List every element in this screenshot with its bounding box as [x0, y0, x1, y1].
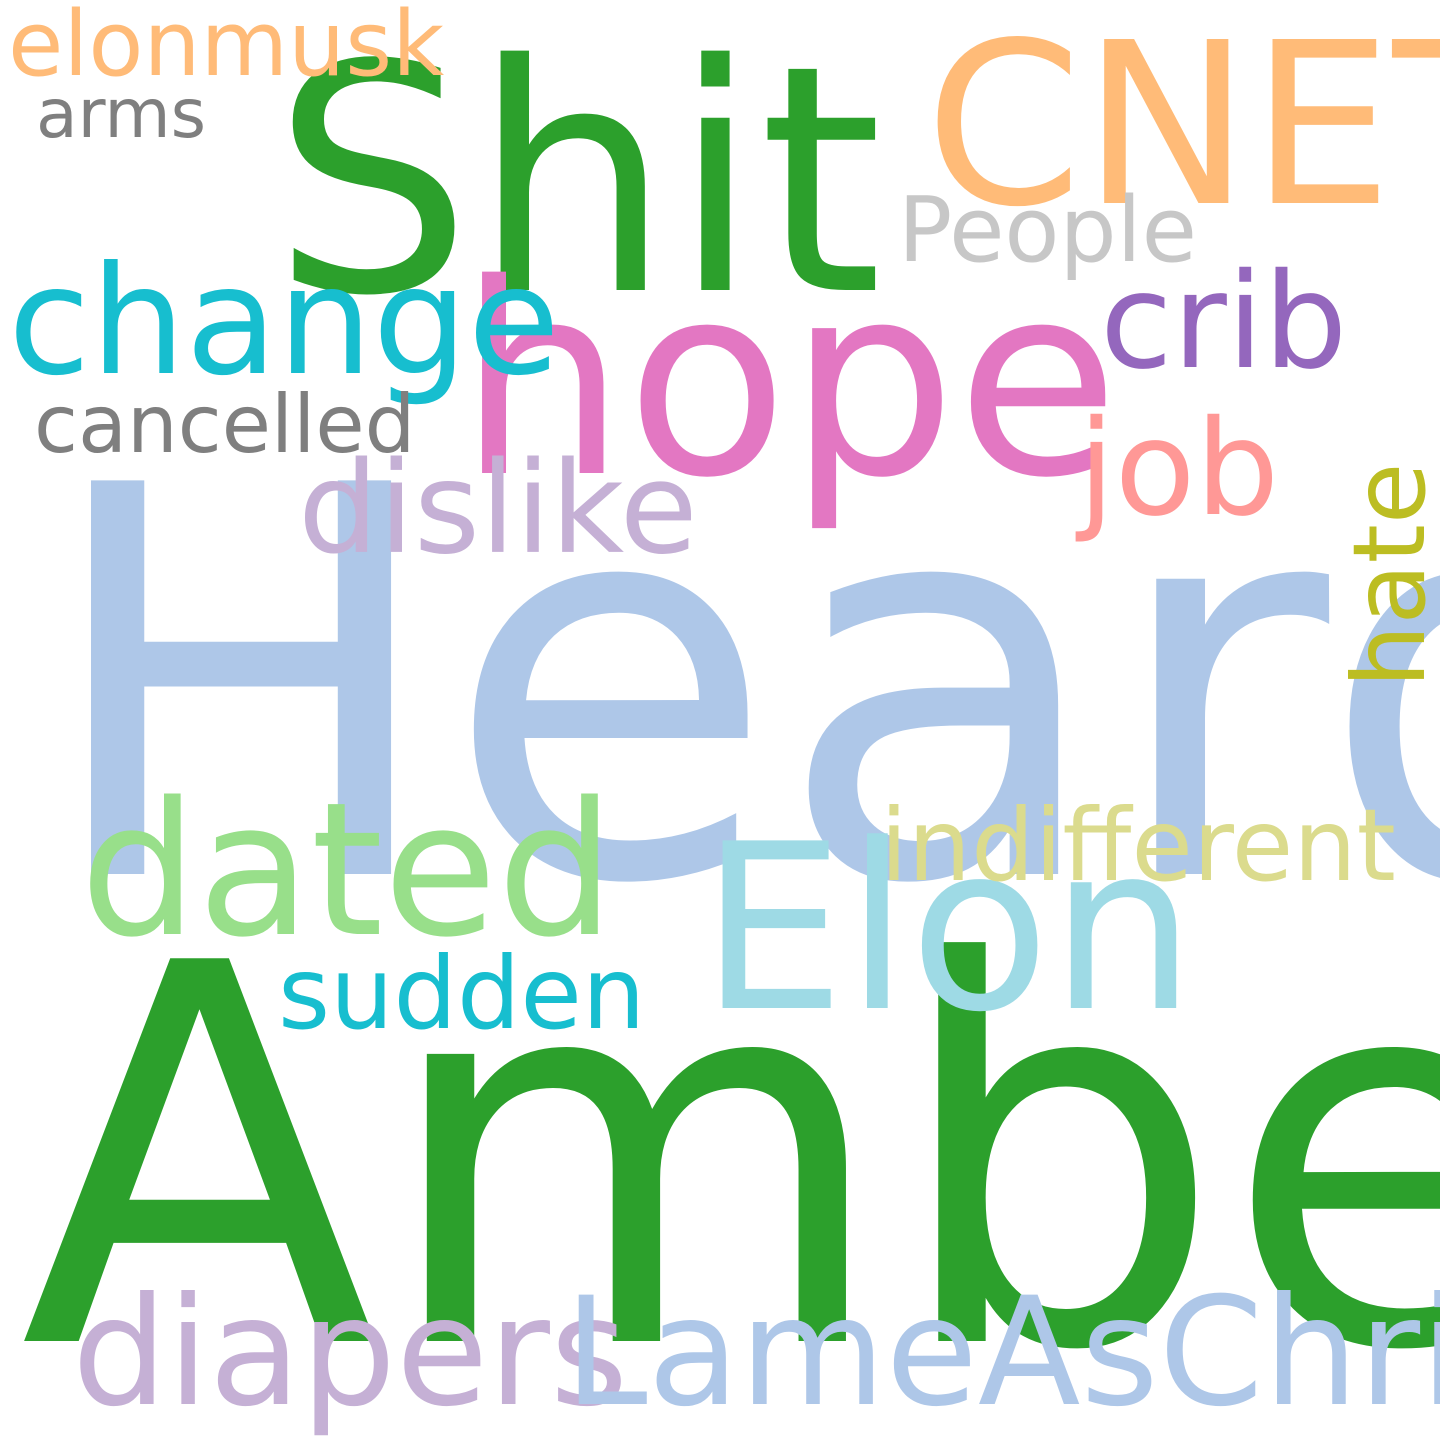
word-change: change	[8, 235, 561, 409]
word-elon: Elon	[700, 796, 1196, 1063]
word-people: People	[898, 178, 1198, 283]
word-hope: hope	[458, 228, 1120, 536]
word-elonmusk: elonmusk	[8, 0, 445, 97]
word-diapers: diapers	[72, 1266, 629, 1440]
word-heard: Heard	[38, 374, 1440, 1002]
word-indifferent: indifferent	[880, 787, 1396, 904]
word-hate: hate	[1331, 462, 1440, 688]
word-cnet: CNET	[925, 0, 1440, 257]
word-arms: arms	[36, 75, 207, 154]
word-cancelled: cancelled	[34, 378, 416, 471]
word-lameaschris: LameAsChris	[564, 1266, 1440, 1440]
word-crib: crib	[1100, 245, 1348, 399]
word-dated: dated	[80, 762, 615, 978]
word-dislike: dislike	[298, 434, 698, 582]
word-shit: Shit	[272, 0, 883, 365]
word-amber: Amber	[20, 854, 1440, 1440]
word-job: job	[1078, 392, 1280, 546]
word-sudden: sudden	[278, 935, 646, 1052]
